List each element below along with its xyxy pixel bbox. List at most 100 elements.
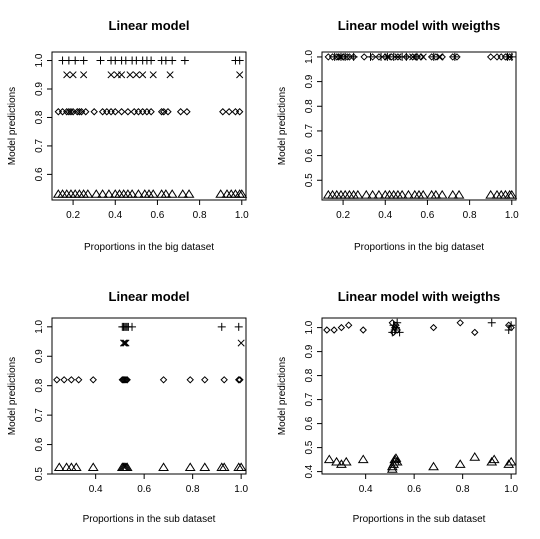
data-point-diamond (324, 53, 333, 61)
x-tick-label: 0.6 (407, 484, 421, 495)
data-point-triangle (103, 189, 115, 198)
x-axis-label: Proportions in the big dataset (354, 242, 484, 253)
data-point-plus (71, 56, 80, 65)
data-point-cross (166, 71, 174, 79)
data-point-cross (80, 71, 88, 79)
data-point-triangle (218, 462, 230, 472)
plot-frame (321, 51, 517, 201)
y-tick-label: 0.6 (304, 148, 315, 162)
data-point-diamond (103, 108, 111, 116)
data-point-triangle (430, 189, 442, 199)
data-point-plus (341, 52, 350, 61)
data-point-triangle (177, 189, 189, 198)
data-point-diamond (89, 376, 97, 384)
data-point-cross (132, 71, 140, 79)
data-point-triangle (87, 462, 99, 472)
data-point-cross (394, 53, 402, 61)
data-point-diamond (344, 321, 353, 329)
data-point-diamond (65, 108, 73, 116)
data-point-diamond (74, 376, 83, 384)
y-tick-label: 0.5 (34, 467, 45, 481)
data-point-plus (366, 52, 375, 61)
y-tick-label: 0.6 (34, 167, 45, 181)
data-point-plus (391, 323, 400, 332)
data-point-diamond (67, 108, 75, 116)
data-point-triangle (428, 461, 439, 471)
data-point-triangle (199, 462, 211, 472)
data-point-cross (69, 71, 77, 79)
data-point-triangle (90, 189, 102, 198)
data-point-triangle (184, 462, 196, 472)
data-point-triangle (126, 189, 138, 198)
x-tick-label: 0.4 (108, 210, 122, 221)
data-point-diamond (98, 108, 107, 116)
data-point-diamond (63, 108, 71, 116)
data-point-diamond (497, 53, 505, 61)
x-tick-label: 0.8 (193, 210, 207, 221)
data-point-cross (63, 71, 71, 79)
data-point-diamond (176, 108, 185, 116)
plot-frame (51, 51, 247, 201)
y-axis-label: Model predictions (277, 357, 288, 435)
scatter-panel-1: Linear model 0.2 0.4 0.6 0.8 1.0 0.6 0.7 0.8 0.9 1… (7, 18, 249, 253)
data-point-triangle (505, 456, 517, 466)
x-tick-label: 0.6 (137, 484, 151, 495)
x-tick-label: 0.6 (150, 210, 164, 221)
data-point-plus (128, 322, 137, 331)
data-point-cross (506, 53, 514, 61)
x-tick-label: 1.0 (504, 484, 518, 495)
data-point-plus (389, 52, 398, 61)
data-point-diamond (147, 108, 155, 116)
data-point-diamond (82, 108, 90, 116)
data-point-triangle (390, 453, 402, 462)
data-point-triangle (335, 459, 347, 468)
data-point-triangle (331, 456, 342, 466)
x-tick-label: 1.0 (235, 210, 249, 221)
data-point-diamond (201, 376, 209, 384)
data-point-triangle (183, 189, 195, 198)
data-point-triangle (160, 189, 172, 198)
x-tick-label: 0.4 (359, 484, 373, 495)
y-tick-label: 0.6 (34, 437, 45, 451)
x-tick-label: 1.0 (505, 210, 519, 221)
data-point-triangle (215, 189, 227, 198)
data-point-diamond (143, 108, 151, 116)
panel-title: Linear model (109, 18, 190, 33)
data-point-triangle (396, 189, 408, 199)
y-tick-label: 0.9 (34, 349, 45, 363)
data-point-diamond (164, 108, 172, 116)
data-point-plus (96, 56, 105, 65)
data-point-diamond (456, 319, 464, 327)
data-point-triangle (454, 459, 466, 468)
y-tick-label: 0.7 (304, 392, 315, 406)
data-point-diamond (486, 53, 495, 61)
data-point-triangle (53, 462, 65, 472)
y-tick-label: 0.4 (304, 464, 315, 478)
data-point-plus (393, 318, 402, 327)
data-point-diamond (183, 108, 191, 116)
x-tick-label: 0.2 (336, 210, 350, 221)
data-point-plus (402, 52, 411, 61)
data-point-diamond (90, 108, 98, 116)
data-point-diamond (67, 376, 76, 384)
data-point-plus (79, 56, 88, 65)
data-point-triangle (485, 189, 497, 199)
data-point-cross (118, 71, 126, 79)
data-point-diamond (75, 108, 84, 116)
y-tick-label: 0.5 (304, 173, 315, 187)
data-point-diamond (69, 108, 77, 116)
data-point-cross (121, 339, 129, 347)
plot-frame (321, 317, 517, 475)
data-point-triangle (340, 456, 352, 466)
data-point-plus (450, 52, 459, 61)
x-axis-label: Proportions in the sub dataset (353, 514, 486, 525)
y-axis-label: Model predictions (7, 357, 18, 435)
data-point-triangle (147, 189, 159, 198)
x-axis-label: Proportions in the sub dataset (83, 514, 216, 525)
data-point-plus (180, 56, 189, 65)
data-point-diamond (438, 53, 446, 61)
y-tick-label: 1.0 (34, 53, 45, 67)
data-point-triangle (403, 189, 414, 199)
y-tick-label: 1.0 (304, 320, 315, 334)
